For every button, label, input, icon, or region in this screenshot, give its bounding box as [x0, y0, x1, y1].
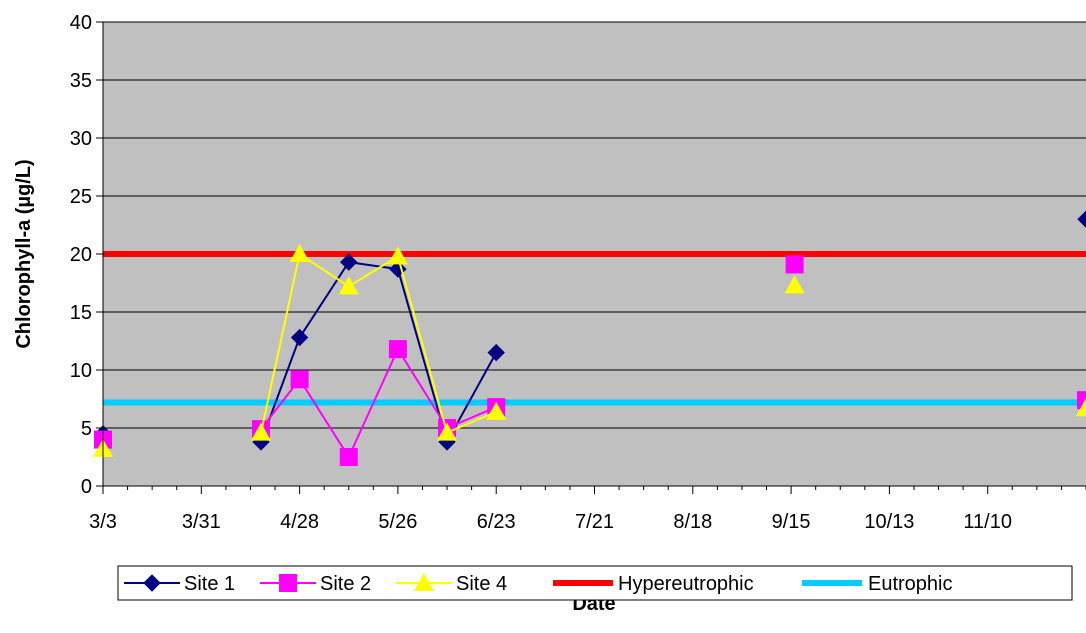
legend-label: Site 1: [184, 573, 235, 595]
y-tick-label: 10: [70, 360, 92, 382]
legend-item: Site 2: [260, 573, 371, 595]
data-point: [388, 340, 407, 359]
legend-item: Site 1: [124, 573, 235, 595]
data-point: [414, 573, 434, 591]
series-line: [260, 252, 497, 435]
y-tick-label: 40: [70, 12, 92, 34]
data-point: [290, 328, 309, 347]
y-tick-label: 5: [81, 418, 92, 440]
legend-label: Site 2: [320, 573, 371, 595]
data-point: [784, 275, 805, 294]
y-tick-label: 30: [70, 128, 92, 150]
legend-item: Site 4: [396, 573, 507, 595]
data-point: [486, 401, 507, 420]
x-tick-label: 6/23: [477, 511, 516, 533]
data-point: [143, 574, 161, 592]
data-point: [487, 343, 505, 362]
y-tick-label: 0: [81, 476, 92, 498]
legend-label: Hypereutrophic: [618, 573, 754, 595]
data-point: [387, 246, 408, 265]
data-point: [289, 244, 310, 262]
data-point: [340, 253, 358, 271]
data-point: [1076, 398, 1086, 417]
x-tick-label: 3/31: [182, 511, 221, 533]
data-point: [250, 422, 271, 441]
data-point: [279, 574, 297, 592]
data-point: [437, 422, 458, 441]
data-point: [338, 276, 359, 295]
x-tick-label: 7/21: [575, 511, 614, 533]
y-tick-label: 25: [70, 186, 92, 208]
axes: 0 5 10 15 20 25 30 35 40 3/3 3/31 4/28 5/26 6/23 7/21 8…: [70, 12, 1086, 533]
series-layer: [93, 210, 1086, 466]
y-axis-title: Chlorophyll-a (µg/L): [13, 159, 35, 348]
x-tick-label: 4/28: [280, 511, 319, 533]
x-tick-label: 9/15: [772, 511, 811, 533]
data-point: [785, 255, 804, 274]
y-tick-label: 15: [70, 302, 92, 324]
legend-item: Hypereutrophic: [553, 573, 754, 595]
x-tick-label: 11/10: [963, 511, 1012, 533]
data-point: [1077, 210, 1086, 228]
data-point: [290, 370, 309, 389]
x-tick-label: 10/13: [864, 511, 914, 533]
legend-item: Eutrophic: [802, 573, 953, 595]
legend-label: Site 4: [456, 573, 507, 595]
x-tick-label: 3/3: [89, 511, 117, 533]
y-tick-label: 35: [70, 70, 92, 92]
data-point: [339, 448, 358, 466]
y-tick-label: 20: [70, 244, 92, 266]
legend-label: Eutrophic: [868, 573, 953, 595]
x-tick-label: 5/26: [378, 511, 417, 533]
series-site-4: [93, 244, 1086, 457]
data-point: [1077, 391, 1086, 410]
x-tick-label: 8/18: [673, 511, 712, 533]
legend: Site 1 Site 2 Site 4 Hypereutrophic Eutrophi…: [117, 565, 1073, 601]
